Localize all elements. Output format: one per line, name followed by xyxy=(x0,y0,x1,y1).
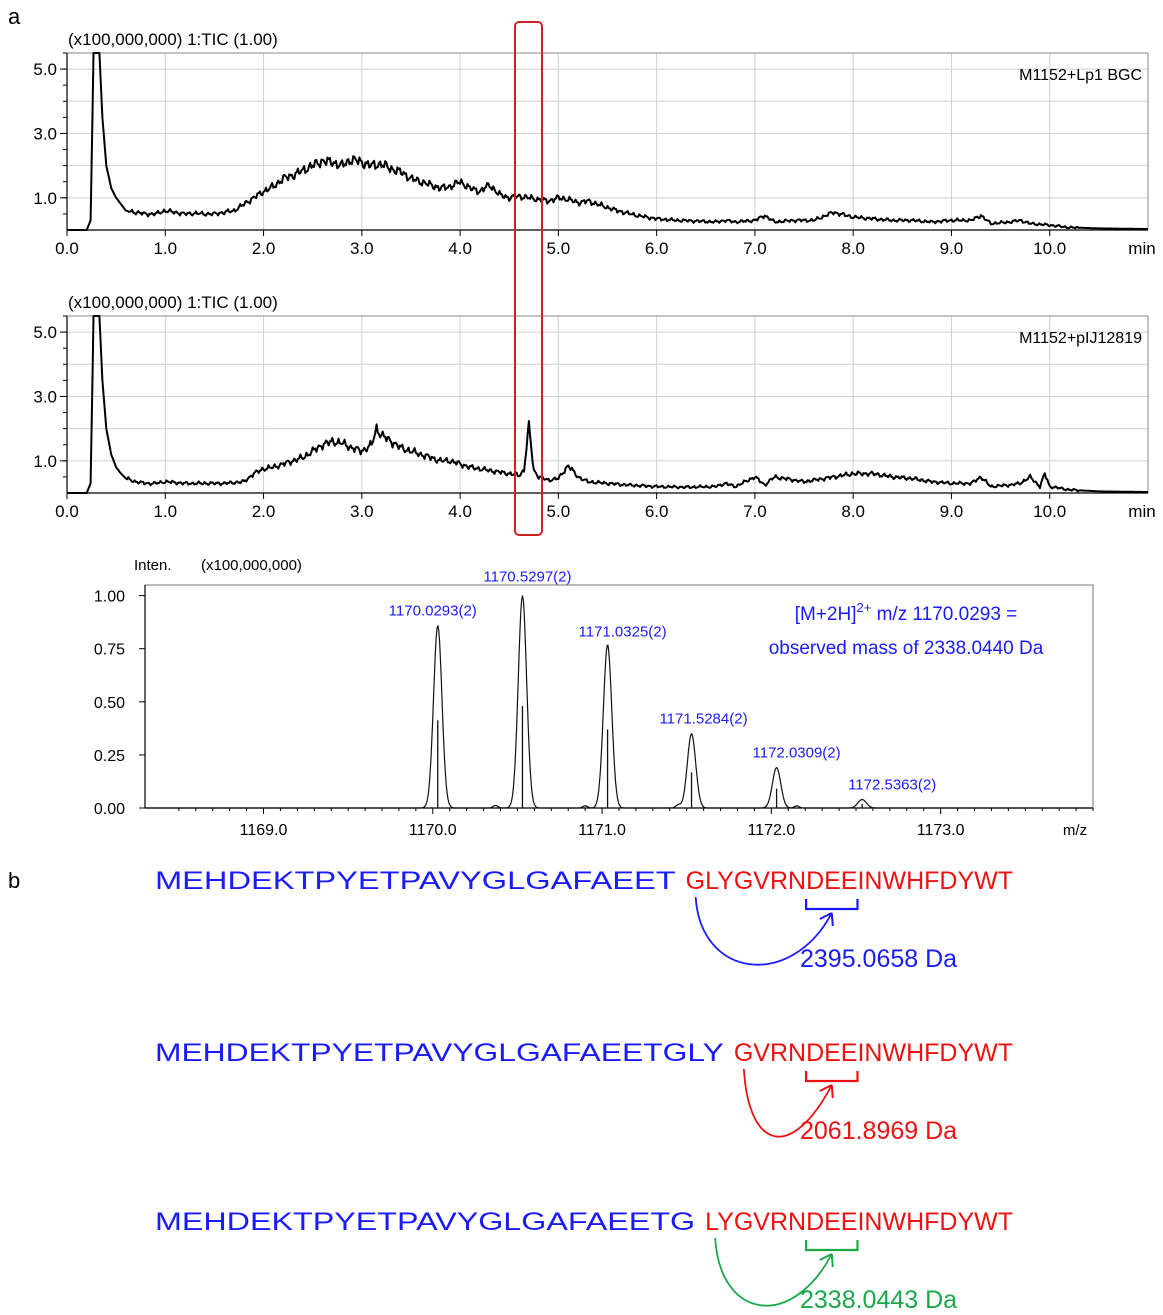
arrow-curve xyxy=(694,896,833,966)
x-tick-label: 8.0 xyxy=(841,502,865,521)
x-tick-label: 4.0 xyxy=(448,502,472,521)
spectrum-profile xyxy=(145,595,1093,809)
x-tick-label: 6.0 xyxy=(645,239,669,258)
panel-label-b: b xyxy=(8,868,20,893)
arrow-curve xyxy=(714,1237,833,1307)
bracket xyxy=(804,899,859,911)
y-tick-label: 0.75 xyxy=(94,642,125,659)
scale-label: (x100,000,000) xyxy=(201,557,302,574)
sequence-blue: MEHDEKTPYETPAVYGLGAFAEETG xyxy=(155,1208,695,1236)
x-tick-label: 1.0 xyxy=(153,239,177,258)
x-tick-label: 1172.0 xyxy=(747,822,795,839)
x-tick-label: 5.0 xyxy=(547,502,571,521)
tic-chart-2: 0.0 1.0 2.0 3.0 4.0 5.0 6.0 7.0 8.0 9.0 10.0 min 1.0… xyxy=(33,293,1155,521)
peak-label: 1171.5284(2) xyxy=(659,711,747,728)
x-tick-label: 7.0 xyxy=(743,239,767,258)
sequence-red: LYGVRNDEEINWHFDYWT xyxy=(705,1208,1013,1236)
intensity-label: Inten. xyxy=(134,557,172,574)
x-tick-label: 3.0 xyxy=(350,239,374,258)
annotation-line-1: [M+2H]2+ m/z 1170.0293 = xyxy=(795,600,1018,625)
x-tick-label: 5.0 xyxy=(547,239,571,258)
sequence-block-3: MEHDEKTPYETPAVYGLGAFAEETG LYGVRNDEEINWHFD… xyxy=(155,1208,1013,1314)
highlight-box xyxy=(514,21,543,536)
plot-frame xyxy=(66,52,1149,231)
x-unit-label: m/z xyxy=(1063,822,1087,839)
peak-label: 1172.0309(2) xyxy=(753,745,841,762)
y-tick-label: 1.00 xyxy=(94,589,125,606)
x-tick-label: 10.0 xyxy=(1033,239,1066,258)
x-tick-label: 8.0 xyxy=(841,239,865,258)
y-tick-label: 0.00 xyxy=(94,801,125,818)
sequence-block-1: MEHDEKTPYETPAVYGLGAFAEET GLYGVRNDEEINWHFD… xyxy=(155,867,1013,973)
tic-trace xyxy=(67,52,1148,231)
scale-label: (x100,000,000) 1:TIC (1.00) xyxy=(68,293,278,312)
plot-frame xyxy=(66,315,1149,494)
x-tick-label: 0.0 xyxy=(55,239,79,258)
sequence-block-2: MEHDEKTPYETPAVYGLGAFAEETGLY GVRNDEEINWHFD… xyxy=(155,1039,1013,1145)
x-tick-label: 9.0 xyxy=(940,502,964,521)
y-tick-label: 0.50 xyxy=(94,695,125,712)
arrow-head-icon xyxy=(819,912,834,927)
x-tick-label: 2.0 xyxy=(252,502,276,521)
y-tick-label: 5.0 xyxy=(33,60,57,79)
y-tick-label: 5.0 xyxy=(33,323,57,342)
x-tick-label: 7.0 xyxy=(743,502,767,521)
sequence-red: GLYGVRNDEEINWHFDYWT xyxy=(686,867,1013,895)
tic-chart-1: 0.0 1.0 2.0 3.0 4.0 5.0 6.0 7.0 8.0 9.0 10.0 min 1.0… xyxy=(33,30,1155,258)
x-tick-label: 10.0 xyxy=(1033,502,1066,521)
peak-label: 1171.0325(2) xyxy=(579,623,667,640)
sample-label: M1152+pIJ12819 xyxy=(1019,330,1142,347)
peak-label: 1170.5297(2) xyxy=(483,569,571,586)
arrow-head-icon xyxy=(819,1084,834,1099)
x-tick-label: 1171.0 xyxy=(578,822,626,839)
x-unit-label: min xyxy=(1128,502,1155,521)
arrow-curve xyxy=(742,1068,833,1138)
y-tick-label: 3.0 xyxy=(33,387,57,406)
x-tick-label: 1173.0 xyxy=(917,822,965,839)
x-tick-label: 3.0 xyxy=(350,502,374,521)
peak-label: 1172.5363(2) xyxy=(848,777,936,794)
y-tick-label: 1.0 xyxy=(33,452,57,471)
x-tick-label: 9.0 xyxy=(940,239,964,258)
mass-spectrum-chart: Inten. (x100,000,000) 0.00 0.25 0.50 0.75 1.00… xyxy=(94,557,1094,839)
bracket xyxy=(804,1071,859,1083)
tic-trace xyxy=(67,315,1148,494)
mass-label: 2338.0443 Da xyxy=(800,1286,957,1314)
bracket xyxy=(804,1240,859,1252)
annotation-line-2: observed mass of 2338.0440 Da xyxy=(769,638,1044,659)
x-unit-label: min xyxy=(1128,239,1155,258)
mass-label: 2395.0658 Da xyxy=(800,945,957,973)
sequence-red: GVRNDEEINWHFDYWT xyxy=(734,1039,1013,1067)
y-tick-label: 0.25 xyxy=(94,748,125,765)
x-tick-label: 6.0 xyxy=(645,502,669,521)
sequence-blue: MEHDEKTPYETPAVYGLGAFAEET xyxy=(155,867,676,895)
x-tick-label: 2.0 xyxy=(252,239,276,258)
x-tick-label: 1.0 xyxy=(153,502,177,521)
sample-label: M1152+Lp1 BGC xyxy=(1019,67,1142,84)
scale-label: (x100,000,000) 1:TIC (1.00) xyxy=(68,30,278,49)
mass-label: 2061.8969 Da xyxy=(800,1117,957,1145)
x-tick-label: 1170.0 xyxy=(409,822,457,839)
y-tick-label: 1.0 xyxy=(33,189,57,208)
x-tick-label: 1169.0 xyxy=(240,822,288,839)
x-tick-label: 0.0 xyxy=(55,502,79,521)
x-tick-label: 4.0 xyxy=(448,239,472,258)
peak-label: 1170.0293(2) xyxy=(389,602,477,619)
panel-label-a: a xyxy=(8,4,21,29)
y-tick-label: 3.0 xyxy=(33,124,57,143)
arrow-head-icon xyxy=(819,1253,834,1268)
sequence-blue: MEHDEKTPYETPAVYGLGAFAEETGLY xyxy=(155,1039,724,1067)
